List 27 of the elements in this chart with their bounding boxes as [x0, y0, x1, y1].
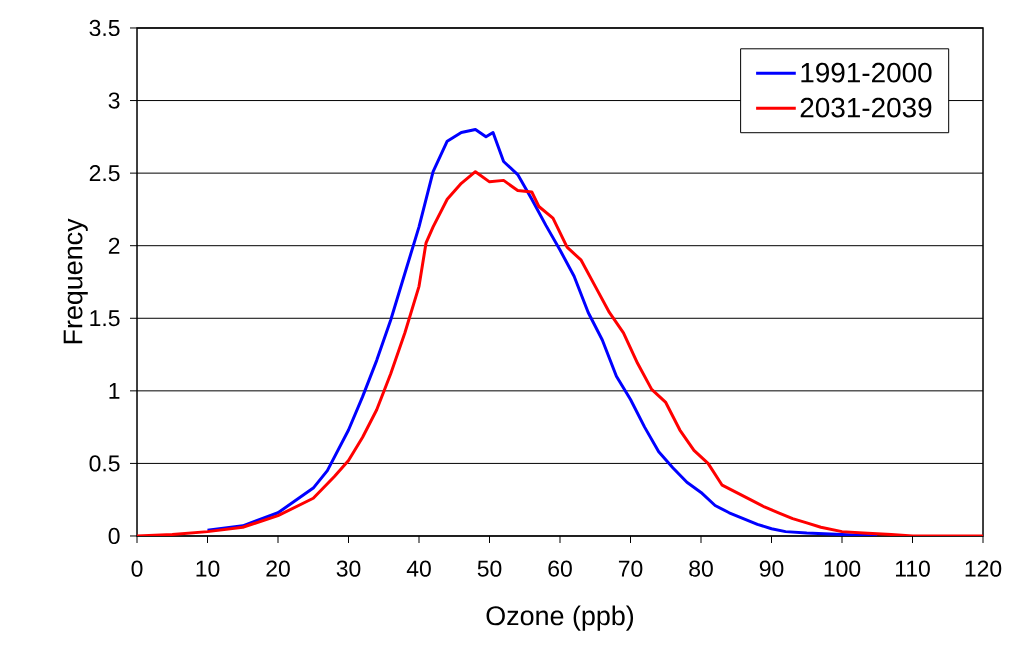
y-tick-label: 1 — [109, 382, 120, 399]
x-tick-label: 60 — [548, 560, 572, 577]
x-axis-title: Ozone (ppb) — [486, 605, 634, 631]
x-tick-label: 0 — [131, 560, 143, 577]
legend-label: 1991-2000 — [801, 62, 932, 83]
x-tick-label: 40 — [406, 560, 431, 577]
x-tick-label: 20 — [266, 560, 290, 577]
y-tick-label: 2.5 — [89, 165, 120, 182]
line-series — [137, 170, 984, 536]
line-series — [206, 128, 879, 536]
y-tick-label: 0 — [108, 527, 120, 545]
y-tick-label: 3.5 — [89, 19, 120, 37]
y-tick-label: 0.5 — [89, 455, 120, 472]
x-tick-label: 100 — [824, 560, 861, 577]
x-tick-label: 120 — [965, 560, 1002, 577]
x-tick-label: 10 — [196, 560, 220, 577]
y-tick-label: 3 — [108, 92, 120, 109]
x-tick-label: 110 — [896, 560, 930, 577]
legend-label: 2031-2039 — [800, 97, 932, 118]
x-tick-label: 80 — [689, 560, 713, 577]
y-axis-title: Frequency — [63, 218, 88, 344]
y-tick-label: 2 — [108, 237, 120, 254]
x-tick-label: 30 — [336, 560, 361, 577]
x-tick-label: 70 — [618, 560, 643, 577]
y-tick-label: 1.5 — [90, 310, 120, 327]
x-tick-label: 50 — [477, 560, 502, 577]
x-tick-label: 90 — [759, 560, 784, 577]
